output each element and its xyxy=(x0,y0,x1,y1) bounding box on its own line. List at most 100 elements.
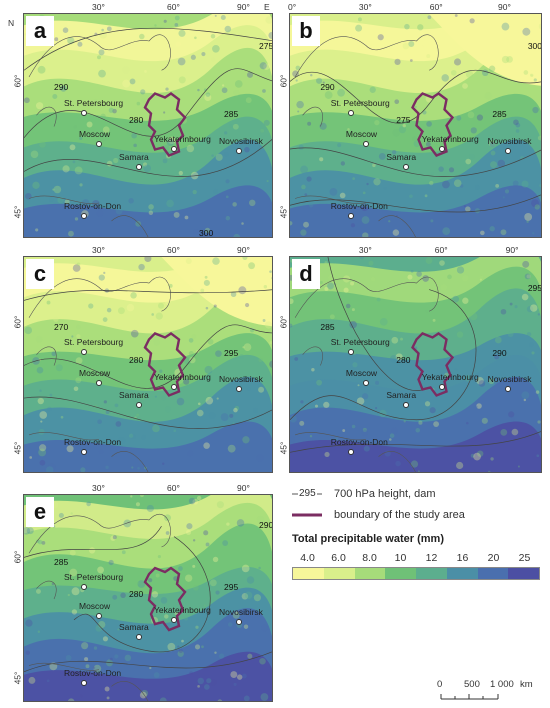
city-marker-yek xyxy=(438,145,445,152)
colorbar-tick-4: 12 xyxy=(425,552,438,564)
city-label-stp: St. Petersbourg xyxy=(330,97,390,108)
city-label-yek: Yekaterinbourg xyxy=(421,372,479,383)
colorbar-tick-6: 20 xyxy=(487,552,500,564)
study-area-boundary-d xyxy=(411,331,455,397)
isoline-label-d-3: 295 xyxy=(527,283,542,294)
lat-tick-d-1: 45° xyxy=(278,441,289,455)
isoline-b-0 xyxy=(290,69,541,124)
lat-tick-b-1: 45° xyxy=(278,205,289,218)
scale-label-1000: 1 000 xyxy=(490,679,514,690)
lon-tick-c-1: 60° xyxy=(167,245,180,255)
city-marker-samara xyxy=(403,163,410,170)
map-field-e xyxy=(24,495,272,701)
city-marker-moscow xyxy=(96,613,102,620)
city-label-yek: Yekaterinbourg xyxy=(154,372,211,383)
isoline-label-b-1: 275 xyxy=(396,115,411,126)
isoline-d-0 xyxy=(327,257,430,391)
map-panel-b: b St. Petersbourg Moscow Samara Yekaterinbou… xyxy=(289,13,542,238)
colorbar-swatch-7 xyxy=(508,568,539,579)
lat-tick-c-0: 60° xyxy=(12,315,23,329)
city-label-stp: St. Petersbourg xyxy=(64,572,124,583)
colorbar-tick-2: 8.0 xyxy=(362,552,377,564)
city-marker-yek xyxy=(438,384,445,391)
isoline-label-c-1: 280 xyxy=(129,354,144,365)
lon-tick-a-1: 60° xyxy=(167,2,180,12)
lon-tick-c-0: 30° xyxy=(92,245,105,255)
city-marker-rostov xyxy=(347,449,354,456)
isoline-b-1 xyxy=(290,147,541,177)
city-label-samara: Samara xyxy=(119,621,149,632)
colorbar xyxy=(292,567,540,580)
isoline-label-b-0: 290 xyxy=(320,81,335,92)
city-label-moscow: Moscow xyxy=(345,129,378,139)
lat-tick-d-0: 60° xyxy=(278,315,289,329)
isoline-e-0 xyxy=(24,526,162,558)
city-marker-moscow xyxy=(96,379,102,386)
panel-label-b: b xyxy=(292,16,320,46)
lon-tick-c-2: 90° xyxy=(237,245,250,255)
city-marker-rostov xyxy=(81,213,87,219)
east-label: E xyxy=(264,2,270,12)
city-label-samara: Samara xyxy=(119,151,149,162)
city-label-nov: Novosibirsk xyxy=(219,135,263,146)
isoline-label-a-3: 275 xyxy=(259,41,273,51)
scale-label-500: 500 xyxy=(464,679,480,690)
city-label-nov: Novosibirsk xyxy=(219,607,263,618)
city-label-nov: Novosibirsk xyxy=(487,135,532,146)
map-panel-a: a St. Petersbourg Moscow Samara Yekaterinbou… xyxy=(23,13,273,238)
map-field-b xyxy=(290,14,541,237)
colorbar-swatch-3 xyxy=(385,568,416,579)
city-label-stp: St. Petersbourg xyxy=(64,97,124,108)
panel-label-d: d xyxy=(292,259,320,289)
city-marker-yek xyxy=(171,617,177,624)
map-panel-d: d St. Petersbourg Moscow Samara Yekaterinbou… xyxy=(289,256,542,473)
colorbar-swatch-4 xyxy=(416,568,447,579)
city-marker-nov xyxy=(504,386,511,393)
colorbar-tick-7: 25 xyxy=(518,552,531,564)
city-marker-moscow xyxy=(96,141,102,147)
lat-tick-e-0: 60° xyxy=(12,550,23,564)
lat-tick-c-1: 45° xyxy=(12,441,23,455)
scale-label-0: 0 xyxy=(437,679,443,690)
lon-tick-b-1: 30° xyxy=(358,2,372,12)
city-label-rostov: Rostov-on-Don xyxy=(64,201,122,211)
isoline-c-1 xyxy=(24,324,272,389)
city-label-stp: St. Petersbourg xyxy=(330,337,390,348)
lon-tick-e-0: 30° xyxy=(92,483,105,493)
isoline-a-0 xyxy=(24,27,272,71)
city-label-rostov: Rostov-on-Don xyxy=(330,201,388,211)
isoline-a-1 xyxy=(24,68,272,138)
city-label-rostov: Rostov-on-Don xyxy=(330,437,388,448)
isoline-legend-value: 295 xyxy=(298,488,317,499)
isoline-a-2 xyxy=(24,138,272,177)
scale-bar-graphic xyxy=(440,694,499,700)
city-label-yek: Yekaterinbourg xyxy=(154,133,211,144)
city-marker-stp xyxy=(347,349,354,356)
city-marker-stp xyxy=(81,109,87,116)
isoline-c-2 xyxy=(24,396,272,429)
city-marker-samara xyxy=(403,401,410,408)
isoline-b-2 xyxy=(290,194,541,213)
lon-tick-d-2: 90° xyxy=(505,245,519,255)
isoline-label-e-0: 285 xyxy=(54,557,69,568)
study-area-boundary-a xyxy=(143,92,187,157)
lon-tick-a-0: 30° xyxy=(92,2,105,12)
city-label-samara: Samara xyxy=(386,151,417,162)
city-marker-samara xyxy=(136,401,142,408)
boundary-legend-line xyxy=(292,513,322,517)
city-label-moscow: Moscow xyxy=(79,601,111,612)
city-marker-rostov xyxy=(347,213,354,219)
city-label-rostov: Rostov-on-Don xyxy=(64,667,122,678)
panel-label-e: e xyxy=(26,497,54,527)
city-marker-moscow xyxy=(362,141,369,147)
city-label-moscow: Moscow xyxy=(79,367,111,378)
isoline-label-d-0: 285 xyxy=(320,322,335,333)
city-marker-stp xyxy=(81,349,87,356)
map-panel-c: c St. Petersbourg Moscow Samara Yekaterinbou… xyxy=(23,256,273,473)
city-marker-yek xyxy=(171,145,177,152)
lon-tick-d-1: 60° xyxy=(434,245,448,255)
isoline-label-e-3: 290 xyxy=(259,519,273,530)
city-label-samara: Samara xyxy=(386,389,417,400)
isoline-d-2 xyxy=(290,430,541,453)
isoline-label-a-0: 290 xyxy=(54,81,69,92)
